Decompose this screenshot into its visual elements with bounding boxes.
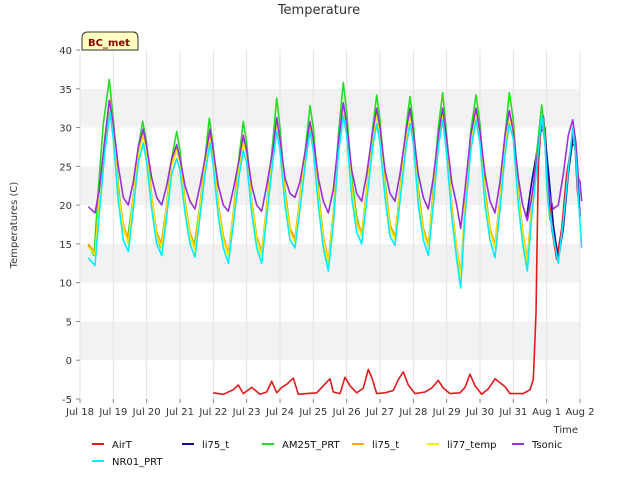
y-tick-label: 15 bbox=[59, 240, 72, 251]
y-tick-label: 10 bbox=[59, 279, 72, 290]
legend-label: NR01_PRT bbox=[112, 457, 163, 468]
x-axis-ticks: Jul 18 Jul 19 Jul 20 Jul 21 Jul 22 Jul 23 Jul … bbox=[65, 399, 595, 418]
x-tick-label: Jul 23 bbox=[232, 407, 261, 418]
x-tick-label: Jul 31 bbox=[498, 407, 527, 418]
x-tick-label: Aug 2 bbox=[565, 407, 594, 418]
x-tick-label: Jul 25 bbox=[298, 407, 327, 418]
y-axis-label: Temperatures (C) bbox=[9, 182, 20, 270]
legend-label: li75_t bbox=[202, 440, 229, 451]
plot-band bbox=[80, 166, 580, 206]
x-tick-label: Jul 20 bbox=[132, 407, 161, 418]
vertical-gridlines bbox=[79, 50, 581, 399]
y-tick-label: 40 bbox=[59, 46, 72, 57]
legend-label: Tsonic bbox=[531, 440, 562, 451]
plot-band bbox=[80, 50, 580, 89]
x-tick-label: Jul 18 bbox=[65, 407, 94, 418]
plot-band bbox=[80, 88, 580, 128]
plot-band bbox=[80, 127, 580, 167]
x-tick-label: Jul 22 bbox=[198, 407, 227, 418]
plot-band bbox=[80, 321, 580, 361]
x-tick-label: Jul 21 bbox=[165, 407, 194, 418]
series-line-tsonic bbox=[87, 99, 583, 230]
x-tick-label: Jul 30 bbox=[465, 407, 494, 418]
series-line-nr01-prt bbox=[87, 111, 583, 289]
x-tick-label: Jul 28 bbox=[398, 407, 427, 418]
x-axis-label: Time bbox=[553, 425, 578, 436]
y-tick-label: 0 bbox=[66, 356, 72, 367]
y-tick-label: 5 bbox=[66, 317, 72, 328]
x-tick-label: Aug 1 bbox=[532, 407, 561, 418]
y-tick-label: 20 bbox=[59, 201, 72, 212]
y-tick-label: -5 bbox=[62, 395, 72, 406]
x-tick-label: Jul 24 bbox=[265, 407, 294, 418]
legend-label: AirT bbox=[112, 440, 133, 451]
x-tick-label: Jul 26 bbox=[332, 407, 361, 418]
legend-label: li75_t bbox=[372, 440, 399, 451]
station-badge: BC_met bbox=[81, 31, 139, 51]
chart-title: Temperature bbox=[277, 3, 360, 18]
y-tick-label: 35 bbox=[59, 85, 72, 96]
plot-band bbox=[80, 282, 580, 322]
legend-label: AM25T_PRT bbox=[282, 440, 341, 451]
x-tick-label: Jul 29 bbox=[432, 407, 461, 418]
station-badge-box bbox=[81, 31, 139, 51]
x-tick-label: Jul 27 bbox=[365, 407, 394, 418]
station-label: BC_met bbox=[88, 38, 130, 49]
y-tick-label: 25 bbox=[59, 162, 72, 173]
legend: AirT li75_t AM25T_PRT li75_t li77_temp Tsonic… bbox=[92, 440, 562, 468]
y-tick-label: 30 bbox=[59, 124, 72, 135]
x-tick-label: Jul 19 bbox=[98, 407, 127, 418]
legend-label: li77_temp bbox=[447, 440, 496, 451]
series-lines bbox=[87, 78, 583, 396]
y-axis-ticks: -5 0 5 10 15 20 25 30 35 40 bbox=[59, 46, 80, 406]
